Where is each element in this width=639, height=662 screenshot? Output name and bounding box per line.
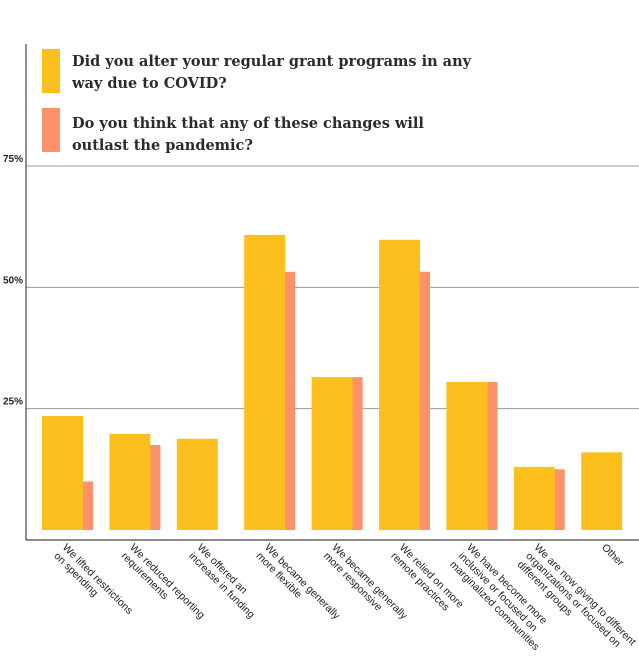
- y-tick-label: 25%: [3, 397, 23, 408]
- bar-outlast: [149, 445, 161, 530]
- legend-label: Do you think that any of these changes w…: [72, 115, 424, 154]
- y-tick-label: 50%: [3, 275, 23, 286]
- bar-altered: [42, 415, 83, 530]
- axes: 25% 50% 75%: [3, 44, 639, 541]
- bar-outlast: [82, 481, 93, 530]
- legend-swatch: [42, 49, 60, 93]
- bar-outlast: [553, 469, 565, 530]
- y-tick-label: 75%: [3, 154, 23, 165]
- bar-outlast: [486, 381, 498, 530]
- bar-altered: [379, 239, 420, 530]
- bar-outlast: [419, 271, 430, 530]
- bar-altered: [446, 381, 488, 530]
- x-category-label: Other: [599, 542, 626, 569]
- bar-outlast: [351, 377, 363, 530]
- bar-altered: [176, 438, 218, 530]
- legend-swatch: [42, 108, 60, 152]
- bar-altered: [513, 466, 555, 530]
- bars: [42, 234, 623, 530]
- legend: Did you alter your regular grant program…: [42, 49, 472, 154]
- bar-altered: [311, 377, 353, 530]
- bar-outlast: [284, 271, 296, 530]
- bar-altered: [109, 433, 151, 530]
- bar-altered: [244, 234, 286, 530]
- gridlines: [26, 165, 639, 410]
- category-labels: We lifted restrictionson spending We redu…: [51, 542, 638, 653]
- legend-label: Did you alter your regular grant program…: [71, 53, 472, 92]
- bar-altered: [581, 452, 623, 530]
